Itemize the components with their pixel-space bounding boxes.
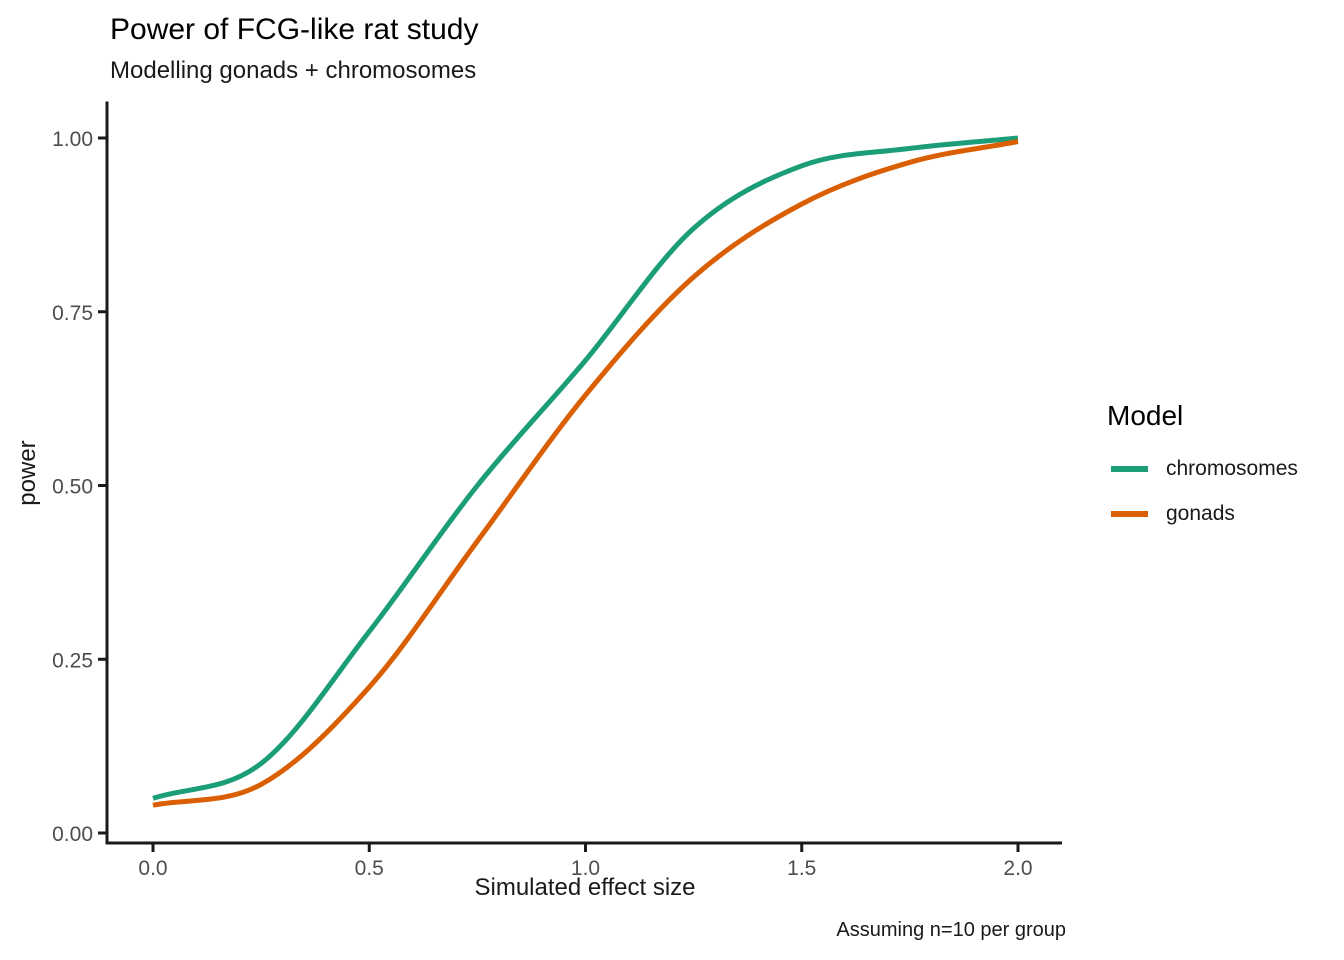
legend-label: gonads [1166, 502, 1235, 525]
legend-key-line-gonads [1111, 511, 1148, 517]
x-tick-label: 0.5 [355, 857, 384, 880]
chart-subtitle: Modelling gonads + chromosomes [110, 57, 477, 84]
x-tick-label: 1.0 [571, 857, 600, 880]
series-lines [152, 135, 1019, 808]
series-line-chromosomes [152, 135, 1019, 801]
x-tick-label: 2.0 [1003, 857, 1032, 880]
y-axis-title: power [14, 440, 41, 506]
x-axis-ticks: 0.0 0.5 1.0 1.5 2.0 [138, 844, 1033, 880]
legend-title: Model [1107, 400, 1184, 431]
axis-lines [105, 101, 1062, 845]
legend-item-gonads: gonads [1107, 502, 1298, 525]
y-axis-ticks: 0.00 0.25 0.50 0.75 1.00 [52, 128, 106, 846]
x-tick-label: 0.0 [138, 857, 167, 880]
y-tick-label: 0.00 [52, 823, 93, 846]
chart-title: Power of FCG-like rat study [110, 13, 479, 46]
chart-caption: Assuming n=10 per group [836, 919, 1066, 941]
legend-key-line-chromosomes [1111, 466, 1148, 472]
legend-items: chromosomes gonads [1107, 457, 1298, 525]
y-tick-label: 0.75 [52, 302, 93, 325]
legend-label: chromosomes [1166, 457, 1298, 480]
x-tick-label: 1.5 [787, 857, 816, 880]
y-tick-label: 0.50 [52, 476, 93, 499]
legend: Model chromosomes gonads [1107, 400, 1298, 548]
y-tick-label: 1.00 [52, 128, 93, 151]
y-tick-label: 0.25 [52, 649, 93, 672]
x-axis-title: Simulated effect size [474, 874, 696, 901]
legend-item-chromosomes: chromosomes [1107, 457, 1298, 480]
series-line-gonads [152, 139, 1019, 808]
